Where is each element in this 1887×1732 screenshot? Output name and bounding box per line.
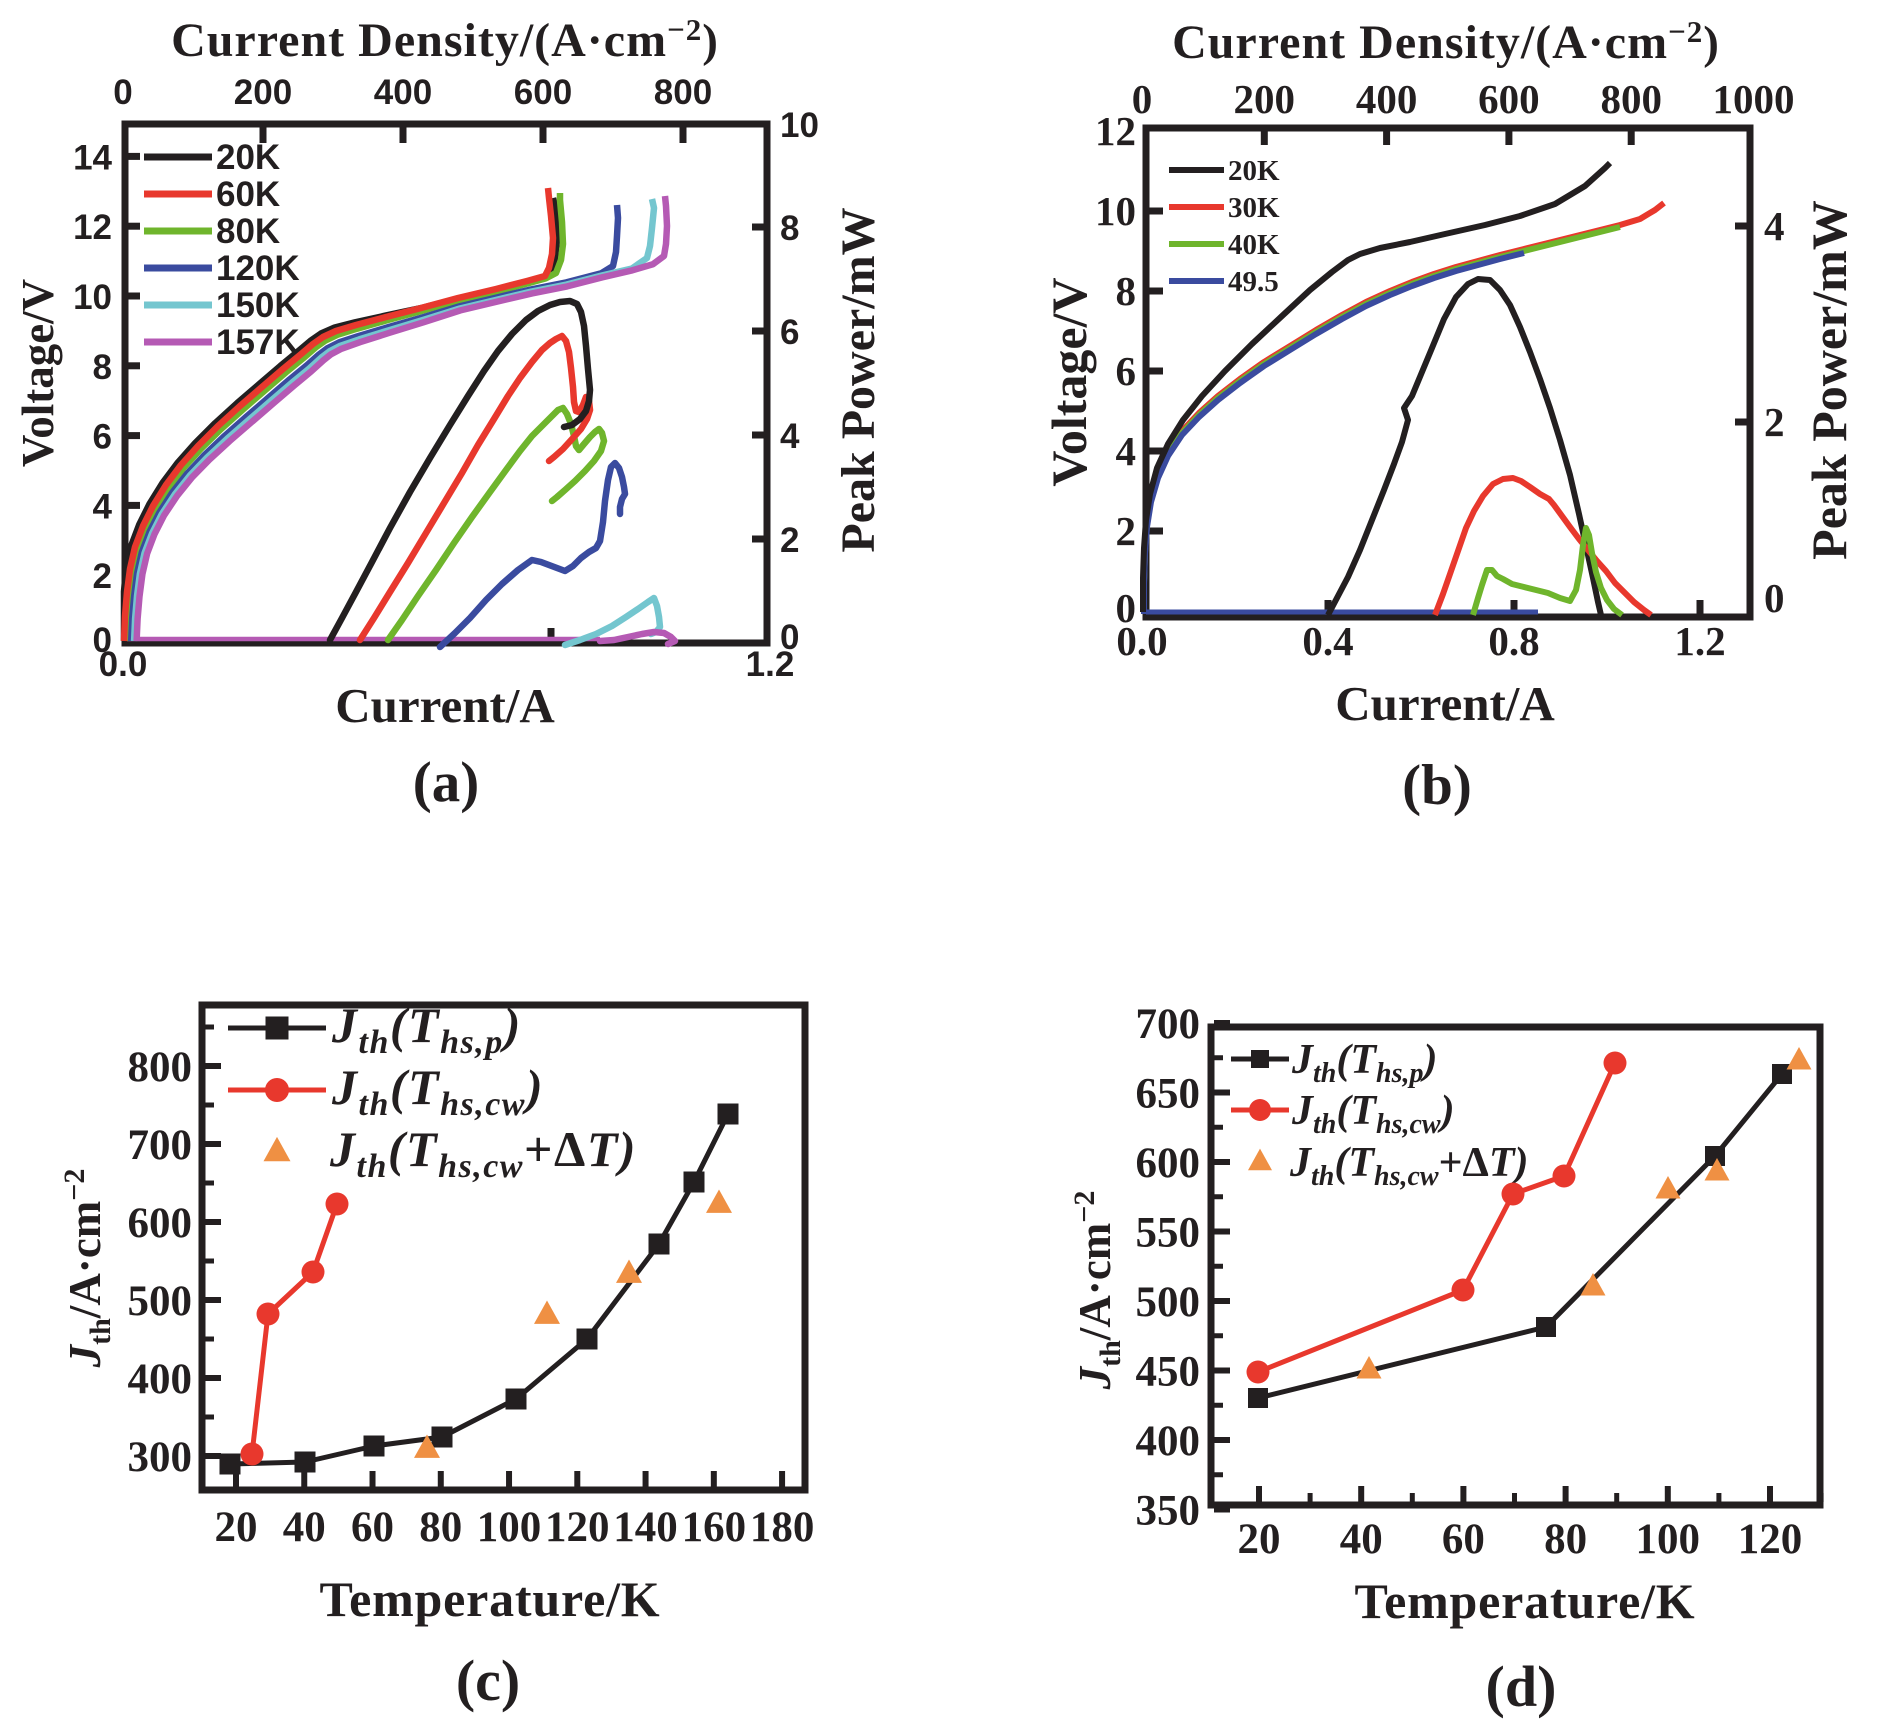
svg-text:60: 60	[1442, 1516, 1485, 1563]
svg-text:800: 800	[128, 1044, 193, 1091]
svg-text:40K: 40K	[1228, 229, 1280, 261]
svg-text:600: 600	[1136, 1140, 1201, 1187]
svg-text:2: 2	[1116, 508, 1137, 554]
svg-text:8: 8	[1116, 268, 1137, 314]
svg-text:8: 8	[780, 209, 799, 248]
svg-text:Current/A: Current/A	[335, 678, 555, 733]
svg-text:1.2: 1.2	[1674, 618, 1725, 664]
svg-text:(d): (d)	[1486, 1654, 1557, 1719]
svg-text:2: 2	[780, 521, 799, 560]
svg-text:180: 180	[750, 1504, 815, 1551]
svg-text:12: 12	[1095, 108, 1136, 154]
svg-text:20: 20	[1238, 1516, 1281, 1563]
svg-text:350: 350	[1136, 1488, 1201, 1535]
svg-text:2: 2	[1764, 399, 1785, 445]
svg-text:20K: 20K	[216, 138, 280, 177]
svg-text:10: 10	[780, 106, 819, 145]
svg-text:8: 8	[93, 348, 112, 387]
svg-text:600: 600	[1478, 76, 1540, 122]
svg-text:0: 0	[93, 621, 112, 660]
svg-text:600: 600	[128, 1200, 193, 1247]
svg-text:140: 140	[613, 1504, 678, 1551]
svg-text:650: 650	[1136, 1071, 1201, 1118]
svg-text:10: 10	[1095, 188, 1136, 234]
svg-text:14: 14	[73, 138, 112, 177]
svg-text:700: 700	[1136, 1001, 1201, 1048]
svg-text:1000: 1000	[1713, 76, 1795, 122]
svg-text:80: 80	[1544, 1516, 1587, 1563]
svg-text:600: 600	[514, 73, 572, 112]
svg-text:700: 700	[128, 1122, 193, 1169]
svg-text:0: 0	[113, 73, 132, 112]
svg-text:12: 12	[73, 208, 112, 247]
svg-text:150K: 150K	[216, 286, 300, 325]
svg-text:Temperature/K: Temperature/K	[1355, 1573, 1696, 1629]
svg-text:100: 100	[1636, 1516, 1701, 1563]
svg-text:400: 400	[1136, 1418, 1201, 1465]
svg-text:0: 0	[1116, 585, 1137, 631]
svg-text:200: 200	[234, 73, 292, 112]
svg-text:Peak Power/mW: Peak Power/mW	[832, 207, 885, 552]
svg-text:40: 40	[283, 1504, 326, 1551]
svg-text:157K: 157K	[216, 323, 300, 362]
svg-text:500: 500	[128, 1278, 193, 1325]
svg-text:Current Density/(A·cm−2): Current Density/(A·cm−2)	[1172, 14, 1720, 69]
svg-text:60K: 60K	[216, 175, 280, 214]
svg-text:1.2: 1.2	[746, 645, 795, 684]
svg-text:0: 0	[1764, 575, 1785, 621]
svg-text:200: 200	[1234, 76, 1296, 122]
svg-text:(c): (c)	[456, 1648, 520, 1713]
svg-text:400: 400	[1356, 76, 1418, 122]
svg-text:6: 6	[93, 418, 112, 457]
svg-text:80K: 80K	[216, 212, 280, 251]
svg-text:Voltage/V: Voltage/V	[13, 279, 63, 467]
svg-text:0: 0	[780, 618, 799, 657]
svg-text:10: 10	[73, 278, 112, 317]
svg-text:4: 4	[93, 487, 113, 526]
svg-text:120: 120	[1738, 1516, 1803, 1563]
svg-text:300: 300	[128, 1434, 193, 1481]
svg-text:80: 80	[419, 1504, 462, 1551]
svg-text:30K: 30K	[1228, 192, 1280, 224]
svg-text:(b): (b)	[1402, 754, 1472, 817]
svg-text:0.0: 0.0	[1116, 618, 1167, 664]
svg-text:0.8: 0.8	[1488, 618, 1539, 664]
svg-text:0.4: 0.4	[1302, 618, 1353, 664]
svg-text:Jth/A·cm−2: Jth/A·cm−2	[58, 1169, 117, 1369]
svg-text:4: 4	[780, 417, 800, 456]
svg-text:4: 4	[1116, 428, 1137, 474]
svg-text:Peak Power/mW: Peak Power/mW	[1801, 200, 1857, 560]
svg-text:800: 800	[654, 73, 712, 112]
svg-text:120: 120	[545, 1504, 610, 1551]
svg-text:500: 500	[1136, 1279, 1201, 1326]
svg-text:4: 4	[1764, 203, 1785, 249]
svg-text:Temperature/K: Temperature/K	[320, 1571, 661, 1627]
svg-text:100: 100	[477, 1504, 542, 1551]
svg-text:400: 400	[374, 73, 432, 112]
svg-text:Voltage/V: Voltage/V	[1041, 277, 1097, 486]
svg-text:20: 20	[215, 1504, 258, 1551]
svg-text:800: 800	[1600, 76, 1662, 122]
svg-text:20K: 20K	[1228, 155, 1280, 187]
svg-text:6: 6	[780, 313, 799, 352]
svg-text:160: 160	[682, 1504, 747, 1551]
svg-text:Current Density/(A·cm−2): Current Density/(A·cm−2)	[171, 12, 719, 67]
svg-text:2: 2	[93, 557, 112, 596]
svg-text:6: 6	[1116, 348, 1137, 394]
svg-text:120K: 120K	[216, 249, 300, 288]
svg-text:40: 40	[1340, 1516, 1383, 1563]
svg-text:60: 60	[351, 1504, 394, 1551]
svg-text:Current/A: Current/A	[1335, 676, 1555, 731]
svg-text:550: 550	[1136, 1210, 1201, 1257]
svg-text:(a): (a)	[413, 751, 479, 814]
svg-text:400: 400	[128, 1356, 193, 1403]
svg-text:49.5: 49.5	[1228, 266, 1279, 298]
svg-text:0: 0	[1132, 76, 1153, 122]
svg-text:450: 450	[1136, 1349, 1201, 1396]
svg-text:Jth/A·cm−2: Jth/A·cm−2	[1068, 1191, 1127, 1391]
svg-text:0.0: 0.0	[99, 645, 148, 684]
